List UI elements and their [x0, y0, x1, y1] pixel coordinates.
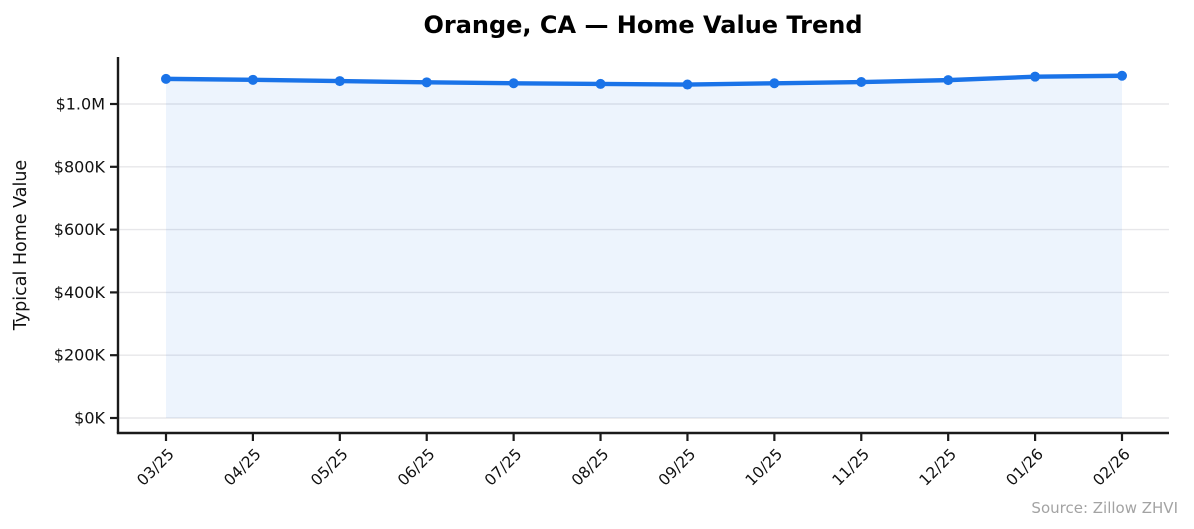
- x-tick-label: 06/25: [394, 445, 438, 489]
- data-point: [161, 73, 171, 84]
- data-point: [334, 76, 345, 87]
- x-tick-label: 02/26: [1090, 445, 1134, 489]
- x-tick-label: 10/25: [742, 445, 786, 489]
- area-fill: [166, 75, 1122, 418]
- gridlines: [118, 103, 1169, 419]
- y-ticks: $0K $200K $400K $600K $800K $1.0M: [54, 95, 118, 428]
- axes: [116, 57, 1169, 435]
- x-tick-label: 08/25: [568, 445, 612, 489]
- data-point: [421, 77, 432, 88]
- x-tick-label: 09/25: [655, 445, 699, 489]
- markers: [161, 70, 1127, 90]
- data-point: [595, 78, 606, 89]
- x-tick-label: 05/25: [307, 445, 351, 489]
- trend-line: [163, 73, 1125, 87]
- y-tick-label: $800K: [54, 157, 106, 176]
- data-point: [769, 78, 780, 89]
- y-tick-label: $0K: [74, 409, 105, 428]
- x-tick-label: 03/25: [134, 445, 178, 489]
- y-tick-label: $400K: [54, 283, 106, 302]
- chart-layers: $0K $200K $400K $600K $800K $1.0M 03/25 04/25 05…: [54, 57, 1169, 489]
- y-axis-label: Typical Home Value: [11, 160, 31, 331]
- data-point: [1030, 71, 1041, 82]
- chart-title: Orange, CA — Home Value Trend: [423, 11, 862, 39]
- data-point: [508, 78, 519, 89]
- source-caption: Source: Zillow ZHVI: [1031, 499, 1178, 517]
- y-tick-label: $600K: [54, 220, 106, 239]
- x-tick-label: 04/25: [220, 445, 264, 489]
- x-tick-label: 12/25: [916, 445, 960, 489]
- x-ticks: 03/25 04/25 05/25 06/25 07/25 08/25 09/25 10/25…: [134, 433, 1134, 489]
- data-point: [682, 79, 693, 90]
- x-tick-label: 07/25: [481, 445, 525, 489]
- data-point: [856, 77, 867, 88]
- data-point: [943, 75, 954, 86]
- data-point: [1117, 70, 1127, 81]
- x-tick-label: 01/26: [1003, 445, 1047, 489]
- y-tick-label: $1.0M: [56, 95, 105, 114]
- data-point: [247, 74, 258, 85]
- y-tick-label: $200K: [54, 346, 106, 365]
- x-tick-label: 11/25: [829, 445, 873, 489]
